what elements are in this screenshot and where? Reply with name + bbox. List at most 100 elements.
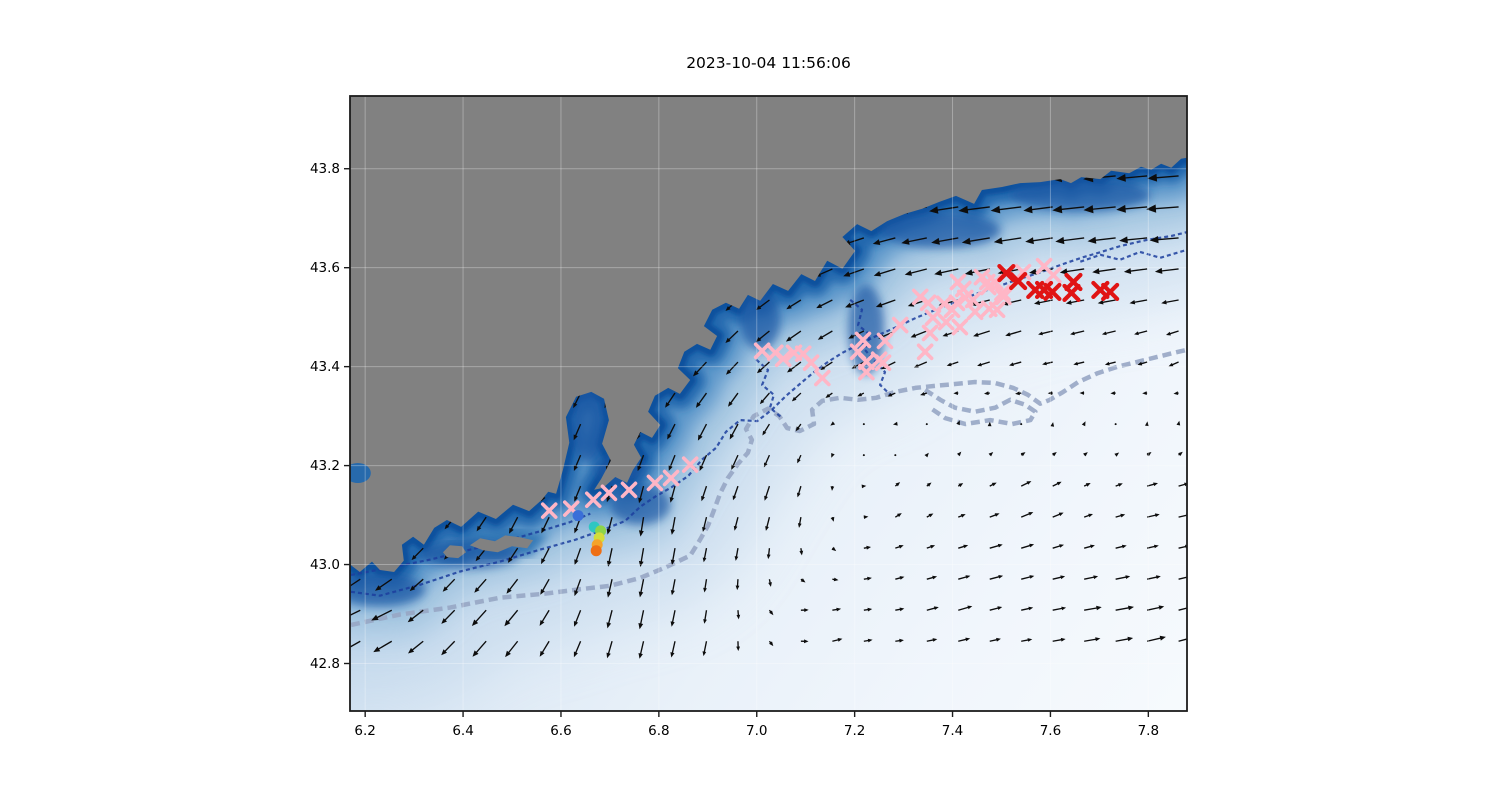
quiver-arrowhead	[1005, 332, 1011, 337]
quiver-arrow	[700, 454, 708, 468]
quiver-arrowhead	[961, 237, 971, 245]
quiver-arrowhead	[1149, 236, 1159, 244]
quiver-arrow	[820, 330, 833, 339]
quiver-arrowhead	[786, 304, 792, 310]
quiver-arrowhead	[574, 559, 579, 565]
quiver-arrowhead	[1178, 451, 1183, 456]
quiver-arrow	[1041, 330, 1053, 335]
quiver-arrowhead	[1123, 268, 1132, 274]
quiver-arrow	[822, 361, 833, 369]
quiver-arrowhead	[411, 555, 417, 561]
quiver-arrowhead	[736, 614, 741, 620]
quiver-arrow	[926, 576, 934, 580]
quiver-arrowhead	[904, 270, 912, 276]
quiver-arrowhead	[472, 650, 479, 657]
quiver-arrowhead	[693, 370, 699, 377]
quiver-arrow	[936, 206, 959, 211]
quiver-arrowhead	[1116, 204, 1126, 213]
pink-x-marker	[600, 484, 618, 502]
quiver-arrowhead	[756, 368, 763, 374]
quiver-arrowhead	[539, 650, 545, 657]
quiver-arrow	[1032, 237, 1053, 242]
quiver-arrowhead	[574, 527, 579, 534]
quiver-arrow	[733, 485, 739, 498]
quiver-arrow	[1124, 206, 1148, 210]
quiver-arrowhead	[960, 514, 966, 518]
pink-x-marker	[995, 288, 1012, 306]
quiver-arrowhead	[1029, 543, 1035, 548]
quiver-arrow	[880, 299, 896, 306]
quiver-arrowhead	[763, 462, 768, 468]
quiver-arrowhead	[895, 482, 901, 487]
quiver-arrow	[765, 485, 771, 498]
quiver-arrow	[819, 299, 833, 307]
quiver-arrowhead	[1083, 205, 1094, 214]
pink-x-marker	[1045, 266, 1062, 284]
quiver-arrowhead	[638, 591, 644, 598]
quiver-arrow	[508, 578, 519, 591]
quiver-arrowhead	[703, 587, 707, 593]
quiver-arrowhead	[1015, 391, 1020, 396]
quiver-arrow	[1155, 175, 1179, 179]
quiver-arrow	[608, 548, 613, 563]
quiver-arrow	[729, 392, 739, 404]
quiver-arrowhead	[755, 337, 762, 342]
quiver-arrowhead	[1085, 483, 1091, 487]
quiver-arrowhead	[1114, 452, 1120, 457]
quiver-arrowhead	[573, 465, 578, 471]
pink-x-marker	[858, 363, 875, 381]
quiver-arrow	[938, 237, 959, 243]
quiver-arrowhead	[946, 362, 952, 367]
quiver-arrowhead	[732, 495, 737, 501]
quiver-arrow	[639, 610, 645, 625]
quiver-arrow	[926, 639, 935, 642]
quiver-arrowhead	[606, 591, 612, 598]
quiver-arrowhead	[820, 366, 826, 370]
quiver-arrow	[671, 517, 676, 531]
quiver-arrow	[474, 609, 487, 623]
quiver-arrowhead	[1154, 544, 1159, 549]
quiver-arrow	[1165, 299, 1179, 304]
island-polygon	[469, 535, 534, 553]
quiver-arrowhead	[697, 434, 703, 441]
quiver-arrowhead	[373, 646, 381, 653]
quiver-arrow	[731, 423, 739, 437]
quiver-arrowhead	[1154, 267, 1163, 274]
quiver-arrowhead	[897, 513, 902, 518]
quiver-arrowhead	[702, 557, 707, 563]
y-tick-label: 43.2	[310, 458, 340, 474]
quiver-arrow	[797, 485, 802, 495]
quiver-arrowhead	[899, 576, 905, 580]
quiver-dot	[862, 454, 865, 457]
axis-layer: 6.2 6.4 6.6 6.8 7.0 7.2 7.4 7.6 7.8 42.8 43.0 43.2 4…	[310, 54, 1188, 739]
quiver-arrowhead	[1073, 361, 1079, 366]
quiver-arrow	[1102, 299, 1116, 304]
pink-x-marker	[921, 324, 939, 342]
quiver-arrow	[1012, 361, 1022, 366]
quiver-arrow	[350, 640, 361, 648]
quiver-arrowhead	[1090, 544, 1095, 549]
quiver-arrowhead	[1159, 635, 1166, 641]
quiver-arrow	[789, 299, 802, 308]
quiver-arrow	[980, 361, 990, 366]
quiver-arrowhead	[1110, 391, 1115, 395]
island-polygon	[443, 545, 466, 559]
quiver-arrow	[1133, 299, 1148, 304]
quiver-arrow	[1178, 607, 1187, 611]
quiver-arrowhead	[541, 527, 546, 534]
quiver-arrowhead	[762, 430, 767, 436]
quiver-arrowhead	[867, 607, 873, 612]
quiver-arrowhead	[769, 610, 774, 616]
pink-x-marker	[753, 342, 771, 360]
quiver-arrow	[671, 579, 676, 592]
quiver-arrowhead	[831, 453, 835, 458]
quiver-arrow	[541, 578, 550, 592]
quiver-arrowhead	[1134, 331, 1139, 336]
pink-x-marker	[966, 303, 984, 321]
pink-x-marker	[802, 354, 820, 371]
y-tick-label: 43.6	[310, 260, 340, 276]
quiver-arrow	[848, 268, 865, 275]
quiver-arrowhead	[920, 392, 925, 396]
quiver-arrow	[507, 609, 519, 623]
